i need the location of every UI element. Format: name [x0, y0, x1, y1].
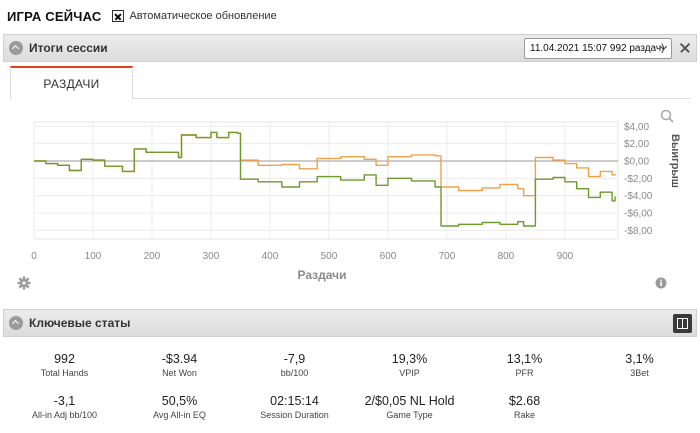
- stat-label: Rake: [513, 410, 535, 420]
- collapse-stats-icon[interactable]: [9, 316, 23, 330]
- y-axis-label: Выигрыш: [669, 134, 681, 188]
- stats-panel-header: Ключевые статы: [3, 309, 697, 337]
- stat-label: VPIP: [399, 368, 420, 378]
- stat-allin-adj: -3,1 All-in Adj bb/100: [7, 394, 122, 420]
- stat-value: -7,9: [283, 352, 306, 366]
- chart-grid: [33, 121, 619, 240]
- collapse-session-icon[interactable]: [9, 41, 23, 55]
- y-tick-label: -$2,00: [624, 174, 653, 185]
- x-tick-label: 600: [380, 251, 397, 262]
- session-tabs: РАЗДАЧИ: [10, 66, 690, 99]
- stat-value: 02:15:14: [270, 394, 319, 408]
- x-tick-label: 0: [31, 251, 37, 262]
- auto-update-label[interactable]: Автоматическое обновление: [129, 10, 277, 22]
- y-tick-label: -$8,00: [624, 226, 653, 237]
- x-tick-label: 800: [498, 251, 515, 262]
- x-tick-label: 700: [439, 251, 456, 262]
- y-tick-label: $0,00: [624, 157, 649, 168]
- stat-pfr: 13,1% PFR: [467, 352, 582, 378]
- y-tick-label: $4,00: [624, 122, 649, 133]
- stat-label: PFR: [515, 368, 534, 378]
- stat-label: 3Bet: [630, 368, 649, 378]
- page-title: ИГРА СЕЙЧАС: [7, 8, 102, 24]
- stat-avg-allin-eq: 50,5% Avg All-in EQ: [122, 394, 237, 420]
- stat-label: Session Duration: [260, 410, 329, 420]
- info-icon[interactable]: [655, 277, 667, 289]
- stat-value: 13,1%: [506, 352, 543, 366]
- stat-value: $2.68: [508, 394, 541, 408]
- y-tick-label: -$4,00: [624, 191, 653, 202]
- x-tick-label: 300: [203, 251, 220, 262]
- zoom-icon[interactable]: [660, 109, 674, 123]
- stat-bb100: -7,9 bb/100: [237, 352, 352, 378]
- x-tick-label: 400: [262, 251, 279, 262]
- y-axis-ticks: $4,00 $2,00 $0,00 -$2,00 -$4,00 -$6,00 -$8,00: [624, 122, 653, 237]
- x-axis-ticks: 0 100 200 300 400 500 600 700 800 900: [31, 251, 573, 262]
- tab-hands[interactable]: РАЗДАЧИ: [10, 66, 133, 99]
- stat-rake: $2.68 Rake: [467, 394, 582, 420]
- close-icon[interactable]: [679, 42, 691, 54]
- stat-value: -3,1: [53, 394, 76, 408]
- y-tick-label: $2,00: [624, 139, 649, 150]
- x-tick-label: 200: [144, 251, 161, 262]
- stat-value: 992: [54, 352, 75, 366]
- stat-value: -$3.94: [161, 352, 198, 366]
- x-tick-label: 900: [557, 251, 574, 262]
- stat-label: bb/100: [280, 368, 309, 378]
- stat-total-hands: 992 Total Hands: [7, 352, 122, 378]
- stat-value: 19,3%: [391, 352, 428, 366]
- chart-series: [34, 131, 616, 227]
- stat-label: Total Hands: [40, 368, 89, 378]
- session-select-value: 11.04.2021 15:07 992 раздач): [530, 43, 665, 54]
- stats-panel-title: Ключевые статы: [29, 316, 131, 330]
- stat-label: Net Won: [162, 368, 197, 378]
- stat-label: Avg All-in EQ: [153, 410, 206, 420]
- stat-value: 2/$0,05 NL Hold: [364, 394, 455, 408]
- stat-label: All-in Adj bb/100: [31, 410, 98, 420]
- stat-3bet: 3,1% 3Bet: [582, 352, 697, 378]
- x-axis-label: Раздачи: [298, 268, 347, 282]
- stat-label: Game Type: [386, 410, 433, 420]
- x-tick-label: 100: [85, 251, 102, 262]
- winnings-chart-svg: 0 100 200 300 400 500 600 700 800 900 $4,00$2,00$…: [17, 109, 681, 290]
- stat-game-type: 2/$0,05 NL Hold Game Type: [352, 394, 467, 420]
- gear-icon[interactable]: [17, 276, 31, 290]
- stats-grid: 992 Total Hands -$3.94 Net Won -7,9 bb/1…: [3, 340, 697, 430]
- layout-toggle-icon[interactable]: [673, 314, 692, 333]
- stat-value: 3,1%: [625, 352, 654, 366]
- stat-value: 50,5%: [161, 394, 198, 408]
- top-bar: ИГРА СЕЙЧАС Автоматическое обновление: [0, 0, 700, 32]
- session-select[interactable]: 11.04.2021 15:07 992 раздач): [524, 38, 672, 59]
- stat-net-won: -$3.94 Net Won: [122, 352, 237, 378]
- session-panel-header: Итоги сессии 11.04.2021 15:07 992 раздач…: [3, 34, 697, 62]
- series-line-1: [34, 131, 616, 227]
- plot-border: [33, 121, 619, 240]
- stat-vpip: 19,3% VPIP: [352, 352, 467, 378]
- winnings-chart: 0 100 200 300 400 500 600 700 800 900 $4,00 $2,00 $…: [10, 99, 690, 299]
- y-tick-label: -$6,00: [624, 209, 653, 220]
- session-panel-title: Итоги сессии: [29, 41, 108, 55]
- stat-session-duration: 02:15:14 Session Duration: [237, 394, 352, 420]
- x-tick-label: 500: [321, 251, 338, 262]
- series-line-0: [34, 131, 616, 197]
- auto-update-checkbox[interactable]: [112, 10, 125, 22]
